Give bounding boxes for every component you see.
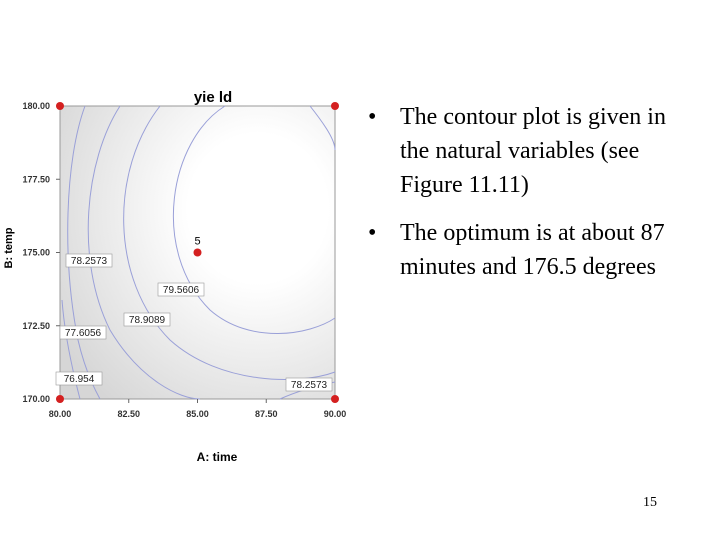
y-tick-label: 177.50	[22, 174, 50, 184]
contour-label-box	[55, 371, 103, 386]
contour-label: 77.6056	[65, 328, 102, 339]
y-axis-label: B: temp	[3, 227, 15, 268]
x-axis-label: A: time	[197, 450, 238, 464]
x-tick-label: 87.50	[255, 409, 278, 419]
chart-title: yie ld	[194, 89, 232, 106]
contour-label: 78.2573	[291, 380, 328, 391]
contour-label-box	[59, 325, 107, 340]
contour-line	[87, 105, 201, 400]
contour-line	[61, 299, 81, 400]
contour-label: 78.2573	[71, 256, 108, 267]
design-point	[331, 102, 339, 110]
contour-line	[309, 105, 336, 151]
contour-label-box	[285, 377, 333, 392]
bullet: The optimum is at about 87 minutes and 1…	[368, 216, 688, 284]
y-tick-label: 170.00	[22, 394, 50, 404]
design-point	[331, 395, 339, 403]
x-tick-label: 82.50	[117, 409, 140, 419]
x-tick-label: 90.00	[324, 409, 347, 419]
contour-label-box	[65, 253, 113, 268]
bullet-list: The contour plot is given in the natural…	[368, 100, 688, 298]
page-number: 15	[643, 495, 657, 510]
design-point	[56, 395, 64, 403]
y-tick-label: 175.00	[22, 248, 50, 258]
x-tick-label: 85.00	[186, 409, 209, 419]
y-tick-label: 180.00	[22, 101, 50, 111]
y-tick-label: 172.50	[22, 321, 50, 331]
design-point	[56, 102, 64, 110]
center-label: 5	[194, 236, 200, 248]
contour-plot: yie ld A: time B: temp 80.00 82.50 85.00 87…	[3, 89, 347, 464]
bullet: The contour plot is given in the natural…	[368, 100, 688, 202]
contour-label: 78.9089	[129, 315, 166, 326]
contour-label-box	[123, 312, 171, 327]
x-tick-label: 80.00	[49, 409, 72, 419]
contour-line	[172, 105, 336, 334]
contour-label: 79.5606	[163, 285, 200, 296]
contour-label-box	[157, 282, 205, 297]
design-point	[193, 248, 202, 257]
contour-label: 76.954	[64, 374, 95, 385]
